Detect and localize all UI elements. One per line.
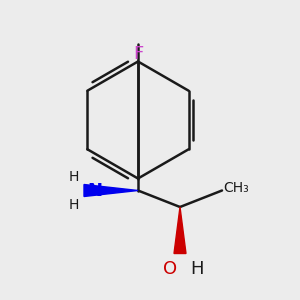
Polygon shape (84, 184, 138, 196)
Text: H: H (68, 170, 79, 184)
Text: CH₃: CH₃ (224, 181, 249, 194)
Text: H: H (190, 260, 203, 278)
Text: N: N (87, 182, 102, 200)
Text: F: F (133, 45, 143, 63)
Text: O: O (163, 260, 177, 278)
Polygon shape (174, 207, 186, 253)
Text: H: H (68, 198, 79, 212)
